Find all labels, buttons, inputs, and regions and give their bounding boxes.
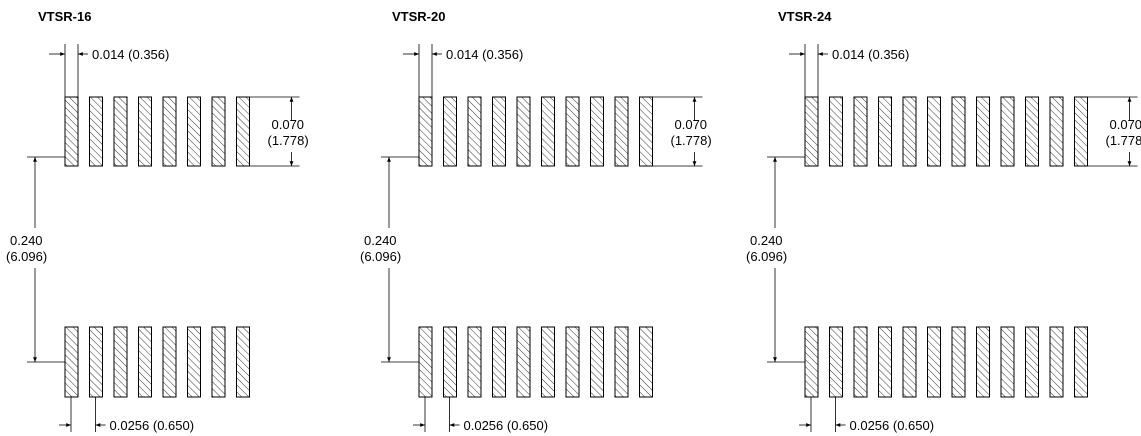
footprint-vtsr-24: VTSR-24 0.014 (0.356) 0.070(1.778) 0.240(6.…	[746, 9, 1141, 433]
pad-top	[516, 96, 531, 167]
pad-top	[492, 96, 506, 167]
pad-bottom	[1074, 326, 1088, 398]
pad-width-label: 0.014 (0.356)	[92, 47, 169, 62]
diagram-title: VTSR-16	[38, 9, 91, 24]
pad-top	[418, 96, 433, 167]
pad-top	[162, 96, 177, 167]
pad-height-label-metric: (1.778)	[268, 133, 309, 148]
pad-top	[1025, 96, 1039, 167]
pad-top	[64, 96, 79, 167]
pad-top	[89, 96, 103, 167]
pad-bottom	[162, 326, 177, 398]
pad-top	[113, 96, 128, 167]
row-spacing-label: 0.240	[364, 233, 397, 248]
pad-top	[590, 96, 604, 167]
pad-top	[138, 96, 152, 167]
pad-height-label-metric: (1.778)	[1106, 133, 1141, 148]
footprint-vtsr-16: VTSR-16 0.014 (0.356) 0.070(1.778) 0.240(6.…	[6, 9, 309, 433]
pad-top	[951, 96, 966, 167]
pad-top	[1000, 96, 1015, 167]
row-spacing-label-metric: (6.096)	[6, 249, 47, 264]
pad-bottom	[976, 326, 990, 398]
pad-bottom	[614, 326, 629, 398]
pad-top	[639, 96, 653, 167]
pad-bottom	[829, 326, 843, 398]
pad-top	[853, 96, 868, 167]
pitch-label: 0.0256 (0.650)	[110, 418, 195, 433]
pad-top	[902, 96, 917, 167]
pad-bottom	[113, 326, 128, 398]
pad-bottom	[590, 326, 604, 398]
pad-top	[804, 96, 819, 167]
pad-top	[187, 96, 201, 167]
pad-top	[878, 96, 892, 167]
pad-height-label: 0.070	[272, 117, 305, 132]
pad-height-label: 0.070	[1110, 117, 1141, 132]
pad-bottom	[516, 326, 531, 398]
pad-bottom	[565, 326, 580, 398]
pad-bottom	[492, 326, 506, 398]
pad-width-label: 0.014 (0.356)	[832, 47, 909, 62]
pad-top	[976, 96, 990, 167]
pad-top	[927, 96, 941, 167]
pad-bottom	[138, 326, 152, 398]
pitch-label: 0.0256 (0.650)	[850, 418, 935, 433]
pad-top	[541, 96, 555, 167]
pad-bottom	[853, 326, 868, 398]
row-spacing-label: 0.240	[750, 233, 783, 248]
pad-top	[565, 96, 580, 167]
pad-height-label: 0.070	[675, 117, 708, 132]
pad-top	[614, 96, 629, 167]
pad-top	[829, 96, 843, 167]
pad-bottom	[541, 326, 555, 398]
row-spacing-label: 0.240	[10, 233, 43, 248]
pad-bottom	[443, 326, 457, 398]
pad-bottom	[236, 326, 250, 398]
pad-top	[1049, 96, 1064, 167]
row-spacing-label-metric: (6.096)	[746, 249, 787, 264]
pad-bottom	[64, 326, 79, 398]
pad-top	[236, 96, 250, 167]
pad-bottom	[1000, 326, 1015, 398]
pad-top	[1074, 96, 1088, 167]
pad-bottom	[187, 326, 201, 398]
pitch-label: 0.0256 (0.650)	[464, 418, 549, 433]
pad-bottom	[89, 326, 103, 398]
pad-bottom	[418, 326, 433, 398]
pad-top	[211, 96, 226, 167]
diagram-title: VTSR-24	[778, 9, 832, 24]
pad-bottom	[927, 326, 941, 398]
pad-top	[467, 96, 482, 167]
pad-bottom	[467, 326, 482, 398]
pad-bottom	[951, 326, 966, 398]
pad-bottom	[804, 326, 819, 398]
pad-bottom	[1049, 326, 1064, 398]
pad-bottom	[211, 326, 226, 398]
pad-bottom	[639, 326, 653, 398]
footprint-vtsr-20: VTSR-20 0.014 (0.356) 0.070(1.778) 0.240(6.…	[360, 9, 712, 433]
pad-bottom	[902, 326, 917, 398]
pad-bottom	[1025, 326, 1039, 398]
diagram-title: VTSR-20	[392, 9, 445, 24]
pad-bottom	[878, 326, 892, 398]
pad-top	[443, 96, 457, 167]
row-spacing-label-metric: (6.096)	[360, 249, 401, 264]
pad-height-label-metric: (1.778)	[671, 133, 712, 148]
pad-width-label: 0.014 (0.356)	[446, 47, 523, 62]
